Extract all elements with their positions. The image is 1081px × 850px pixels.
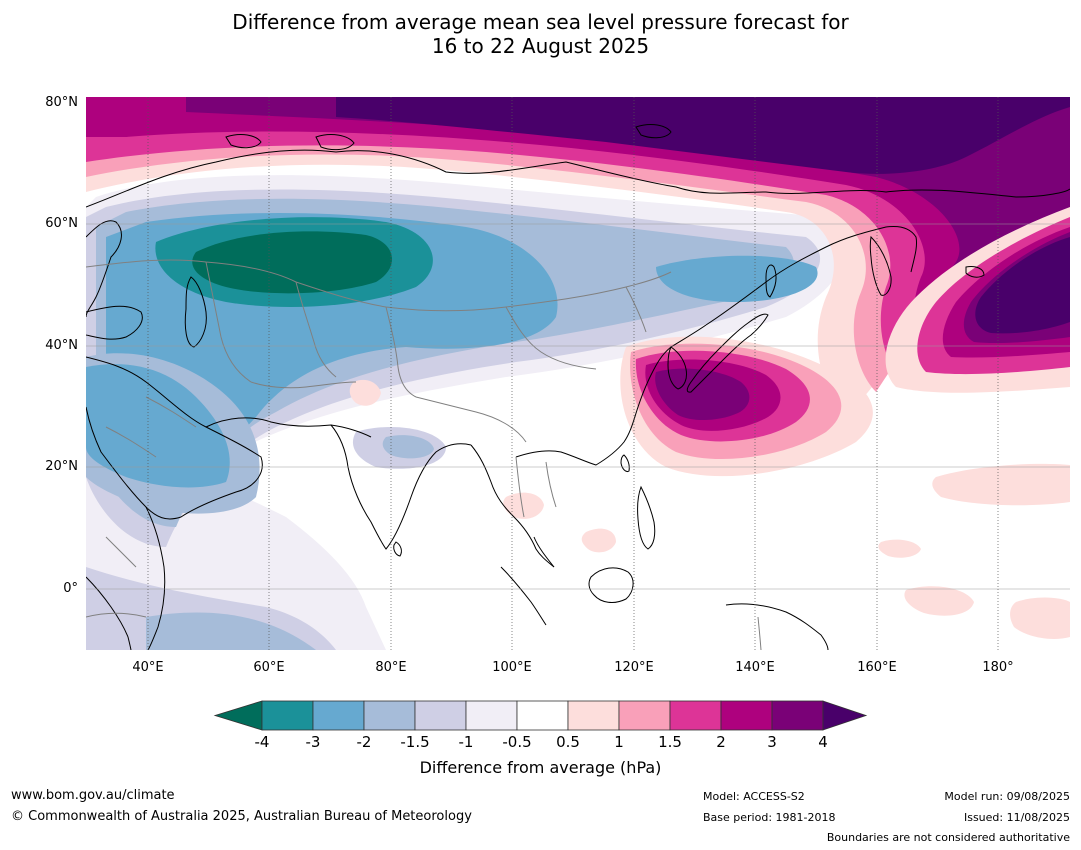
anomaly-region-north-dark (336, 97, 1070, 174)
colorbar-segment-9 (669, 700, 722, 731)
colorbar-tick-minus-1: -1 (458, 733, 474, 751)
colorbar-segment-10 (720, 700, 773, 731)
lon-label-40e: 40°E (132, 660, 164, 675)
anomaly-patch-pacific-band (932, 463, 1070, 506)
footer-base-period: Base period: 1981-2018 (703, 811, 836, 824)
anomaly-patch-pacific-south (904, 586, 974, 616)
lat-label-40n: 40°N (45, 338, 78, 353)
colorbar-tick-minus-1-5: -1.5 (400, 733, 430, 751)
footer-website: www.bom.gov.au/climate (11, 788, 175, 803)
gridlines (86, 97, 1070, 650)
footer-model-run: Model run: 09/08/2025 (944, 790, 1070, 803)
lon-label-80e: 80°E (375, 660, 407, 675)
colorbar-segment-4 (414, 700, 467, 731)
anomaly-patch-pacific-southeast (1010, 597, 1070, 639)
colorbar-segment-1 (261, 700, 314, 731)
colorbar-tick-3: 3 (767, 733, 777, 751)
pressure-anomaly-map (86, 97, 1070, 650)
colorbar-extend-low (213, 700, 263, 731)
colorbar (210, 700, 870, 736)
lon-label-180: 180° (982, 660, 1014, 675)
colorbar-segment-8 (618, 700, 671, 731)
anomaly-region-asia-dark (192, 231, 393, 294)
colorbar-extend-high (822, 700, 868, 731)
map-title: Difference from average mean sea level p… (0, 10, 1081, 58)
footer-model: Model: ACCESS-S2 (703, 790, 805, 803)
anomaly-region-arabia-blue (86, 364, 230, 488)
anomaly-region-india-blue (382, 435, 434, 459)
lon-label-100e: 100°E (492, 660, 532, 675)
lat-label-80n: 80°N (45, 95, 78, 110)
lat-label-0: 0° (63, 581, 78, 596)
colorbar-segment-3 (363, 700, 416, 731)
lat-label-60n: 60°N (45, 216, 78, 231)
anomaly-region-pacific-dark (975, 237, 1070, 334)
lat-label-20n: 20°N (45, 459, 78, 474)
colorbar-tick-minus-0-5: -0.5 (502, 733, 532, 751)
anomaly-patch-pacific-mid (878, 539, 921, 558)
colorbar-segment-11 (771, 700, 824, 731)
lon-label-140e: 140°E (735, 660, 775, 675)
title-line-2: 16 to 22 August 2025 (431, 34, 650, 58)
colorbar-title: Difference from average (hPa) (419, 758, 662, 777)
colorbar-segment-2 (312, 700, 365, 731)
lon-label-160e: 160°E (857, 660, 897, 675)
colorbar-tick-1-5: 1.5 (658, 733, 682, 751)
colorbar-tick-1: 1 (614, 733, 624, 751)
colorbar-tick-4: 4 (818, 733, 828, 751)
colorbar-tick-0-5: 0.5 (556, 733, 580, 751)
colorbar-segment-6 (516, 700, 569, 731)
anomaly-patch-seasia (503, 492, 544, 519)
footer-issued: Issued: 11/08/2025 (963, 811, 1070, 824)
lon-label-120e: 120°E (614, 660, 654, 675)
colorbar-segment-5 (465, 700, 518, 731)
anomaly-patch-tibet (349, 379, 381, 406)
footer-disclaimer: Boundaries are not considered authoritat… (826, 831, 1070, 844)
title-line-1: Difference from average mean sea level p… (232, 10, 849, 34)
colorbar-tick-2: 2 (716, 733, 726, 751)
map-svg (86, 97, 1070, 650)
footer-copyright: © Commonwealth of Australia 2025, Austra… (11, 809, 472, 824)
colorbar-segment-7 (567, 700, 620, 731)
country-boundaries (86, 259, 762, 650)
anomaly-region-japan-purple (655, 368, 750, 421)
lon-label-60e: 60°E (253, 660, 285, 675)
colorbar-tick-minus-4: -4 (254, 733, 270, 751)
colorbar-tick-minus-3: -3 (305, 733, 321, 751)
coastlines (86, 124, 1070, 650)
colorbar-svg (213, 700, 868, 731)
anomaly-region-asia-blue-east (656, 255, 818, 302)
anomaly-region-south-blue (146, 612, 316, 650)
anomaly-patch-philippines (581, 528, 616, 553)
colorbar-tick-minus-2: -2 (356, 733, 372, 751)
